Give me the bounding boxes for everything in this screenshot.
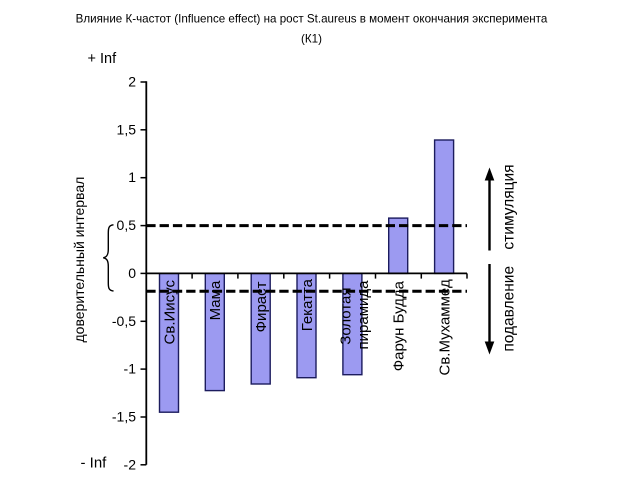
svg-text:Золотая: Золотая <box>337 288 354 345</box>
svg-text:стимуляция: стимуляция <box>501 164 518 249</box>
svg-text:1: 1 <box>128 169 136 185</box>
svg-text:-0,5: -0,5 <box>112 313 136 329</box>
svg-text:Мама: Мама <box>207 280 224 320</box>
svg-text:-1,5: -1,5 <box>112 409 136 425</box>
svg-text:1,5: 1,5 <box>117 121 137 137</box>
svg-text:Св.Иисус: Св.Иисус <box>161 280 178 345</box>
svg-text:0: 0 <box>128 265 136 281</box>
svg-text:0,5: 0,5 <box>117 217 137 233</box>
svg-text:+ Inf: + Inf <box>88 51 118 67</box>
svg-text:подавление: подавление <box>501 266 518 352</box>
svg-text:- Inf: - Inf <box>81 455 108 472</box>
svg-text:-2: -2 <box>124 456 137 472</box>
svg-text:Гекатта: Гекатта <box>299 278 316 331</box>
svg-text:Св.Мухаммед: Св.Мухаммед <box>437 279 454 375</box>
svg-text:(К1): (К1) <box>301 33 322 46</box>
svg-text:2: 2 <box>128 74 136 90</box>
svg-text:Фираст: Фираст <box>253 281 270 332</box>
svg-text:-1: -1 <box>124 361 137 377</box>
svg-text:Фарун Будда: Фарун Будда <box>391 280 408 371</box>
svg-text:доверительный интервал: доверительный интервал <box>71 177 87 343</box>
svg-text:Влияние К-частот (Influence ef: Влияние К-частот (Influence effect) на р… <box>76 13 548 26</box>
svg-text:пирамида: пирамида <box>355 280 372 350</box>
